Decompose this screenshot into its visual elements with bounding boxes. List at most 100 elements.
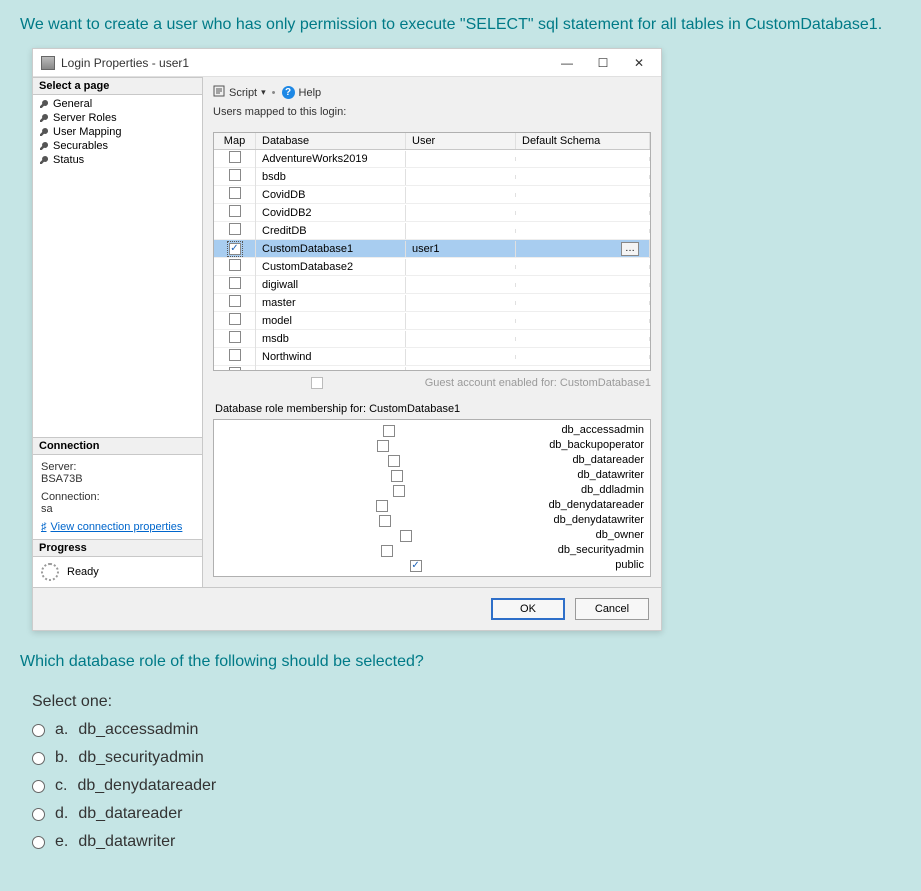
role-item-db_ddladmin[interactable]: db_ddladmin — [220, 483, 644, 498]
table-row[interactable]: bsdb — [214, 168, 650, 186]
map-checkbox[interactable] — [229, 331, 241, 343]
table-row[interactable]: CreditDB — [214, 222, 650, 240]
option-letter: d. — [55, 805, 68, 823]
users-mapped-label: Users mapped to this login: — [213, 106, 651, 118]
page-item-user-mapping[interactable]: User Mapping — [33, 125, 202, 139]
role-item-public[interactable]: public — [220, 558, 644, 573]
page-item-label: Securables — [53, 140, 108, 152]
table-body[interactable]: AdventureWorks2019bsdbCovidDB CovidDB2Cre… — [214, 150, 650, 370]
map-checkbox[interactable] — [229, 313, 241, 325]
script-button[interactable]: Script — [229, 87, 257, 99]
role-label: db_ddladmin — [581, 483, 644, 498]
role-checkbox[interactable] — [391, 470, 403, 482]
role-checkbox[interactable] — [377, 440, 389, 452]
script-caret-icon[interactable]: ▾ — [261, 87, 266, 98]
radio-button[interactable] — [32, 724, 45, 737]
role-item-db_datawriter[interactable]: db_datawriter — [220, 468, 644, 483]
table-row[interactable]: AdventureWorks2019 — [214, 150, 650, 168]
table-row[interactable]: CovidDB — [214, 186, 650, 204]
col-database[interactable]: Database — [256, 133, 406, 149]
view-connection-properties-link[interactable]: ♯ View connection properties — [41, 521, 194, 533]
answer-option[interactable]: a. db_accessadmin — [32, 721, 911, 739]
table-row[interactable]: CustomDatabase1user1… — [214, 240, 650, 258]
cell-database: CovidDB — [256, 187, 406, 203]
role-item-db_denydatawriter[interactable]: db_denydatawriter — [220, 513, 644, 528]
table-row[interactable]: model — [214, 312, 650, 330]
table-row[interactable]: digiwall — [214, 276, 650, 294]
app-icon — [41, 56, 55, 70]
cancel-button[interactable]: Cancel — [575, 598, 649, 620]
page-item-status[interactable]: Status — [33, 153, 202, 167]
wrench-icon — [39, 113, 49, 123]
role-checkbox[interactable] — [400, 530, 412, 542]
map-checkbox[interactable] — [229, 349, 241, 361]
help-button[interactable]: Help — [299, 87, 322, 99]
map-checkbox[interactable] — [229, 151, 241, 163]
select-one-prompt: Select one: — [32, 693, 911, 711]
option-letter: c. — [55, 777, 67, 795]
wrench-icon — [39, 99, 49, 109]
ok-button[interactable]: OK — [491, 598, 565, 620]
map-checkbox[interactable] — [229, 187, 241, 199]
table-row[interactable]: CustomDatabase2 — [214, 258, 650, 276]
role-item-db_denydatareader[interactable]: db_denydatareader — [220, 498, 644, 513]
cell-schema — [516, 211, 650, 215]
progress-header: Progress — [33, 539, 202, 557]
role-checkbox[interactable] — [376, 500, 388, 512]
map-checkbox[interactable] — [229, 205, 241, 217]
option-text: db_securityadmin — [78, 749, 203, 767]
toolbar: Script ▾ • ? Help — [213, 83, 651, 106]
radio-button[interactable] — [32, 808, 45, 821]
radio-button[interactable] — [32, 752, 45, 765]
role-checkbox[interactable] — [381, 545, 393, 557]
minimize-button[interactable]: — — [549, 52, 585, 74]
role-checkbox[interactable] — [383, 425, 395, 437]
guest-account-row: Guest account enabled for: CustomDatabas… — [215, 377, 651, 389]
table-row[interactable]: CovidDB2 — [214, 204, 650, 222]
role-checkbox[interactable] — [410, 560, 422, 572]
table-row[interactable]: Northwind — [214, 348, 650, 366]
radio-button[interactable] — [32, 780, 45, 793]
cell-database: CovidDB2 — [256, 205, 406, 221]
cell-database: AdventureWorks2019 — [256, 151, 406, 167]
answer-option[interactable]: d. db_datareader — [32, 805, 911, 823]
server-value: BSA73B — [41, 473, 194, 485]
table-row[interactable]: msdb — [214, 330, 650, 348]
role-item-db_owner[interactable]: db_owner — [220, 528, 644, 543]
option-letter: a. — [55, 721, 68, 739]
role-label: db_securityadmin — [558, 543, 644, 558]
cell-user — [406, 319, 516, 323]
page-item-server-roles[interactable]: Server Roles — [33, 111, 202, 125]
map-checkbox[interactable] — [229, 277, 241, 289]
map-checkbox[interactable] — [229, 223, 241, 235]
role-checkbox[interactable] — [393, 485, 405, 497]
schema-browse-button[interactable]: … — [621, 242, 639, 256]
map-checkbox[interactable] — [229, 259, 241, 271]
col-map[interactable]: Map — [214, 133, 256, 149]
close-button[interactable]: ✕ — [621, 52, 657, 74]
maximize-button[interactable]: ☐ — [585, 52, 621, 74]
role-item-db_accessadmin[interactable]: db_accessadmin — [220, 423, 644, 438]
map-checkbox[interactable] — [229, 295, 241, 307]
radio-button[interactable] — [32, 836, 45, 849]
role-checkbox[interactable] — [379, 515, 391, 527]
role-item-db_backupoperator[interactable]: db_backupoperator — [220, 438, 644, 453]
role-checkbox[interactable] — [388, 455, 400, 467]
question-followup: Which database role of the following sho… — [20, 653, 911, 671]
map-checkbox[interactable] — [229, 367, 241, 370]
page-item-securables[interactable]: Securables — [33, 139, 202, 153]
answer-option[interactable]: e. db_datawriter — [32, 833, 911, 851]
option-text: db_denydatareader — [77, 777, 216, 795]
col-default-schema[interactable]: Default Schema — [516, 133, 650, 149]
table-row[interactable]: master — [214, 294, 650, 312]
answer-option[interactable]: b. db_securityadmin — [32, 749, 911, 767]
role-label: db_datawriter — [577, 468, 644, 483]
table-row[interactable]: Northwind2 — [214, 366, 650, 370]
role-item-db_datareader[interactable]: db_datareader — [220, 453, 644, 468]
answer-option[interactable]: c. db_denydatareader — [32, 777, 911, 795]
page-item-general[interactable]: General — [33, 97, 202, 111]
role-item-db_securityadmin[interactable]: db_securityadmin — [220, 543, 644, 558]
map-checkbox[interactable] — [229, 169, 241, 181]
map-checkbox[interactable] — [229, 243, 241, 255]
col-user[interactable]: User — [406, 133, 516, 149]
